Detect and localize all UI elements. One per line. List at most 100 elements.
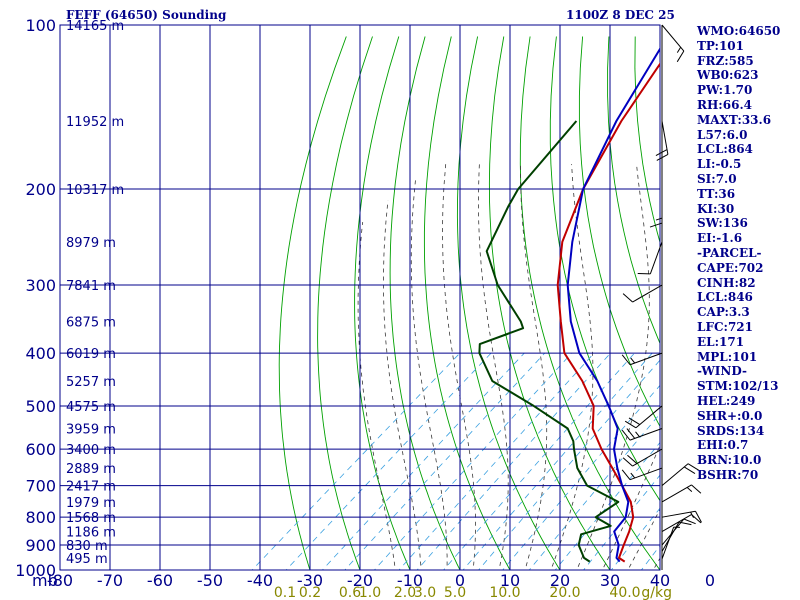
wind-barb — [622, 448, 663, 467]
wind-barb-feather — [624, 420, 637, 429]
wind-barb-shaft — [632, 284, 663, 303]
index-line: EHI:0.7 — [697, 438, 749, 453]
height-label: 3400 m — [66, 443, 116, 458]
mixing-ratio-line — [344, 352, 545, 570]
wind-barb-shaft — [632, 448, 663, 467]
wind-barb-feather — [628, 417, 641, 426]
temperature-tick-label: -60 — [147, 571, 173, 590]
index-line: LCL:864 — [697, 142, 753, 157]
background-lines — [251, 36, 660, 570]
wind-barb-shaft — [629, 428, 663, 441]
wind-barb-feather — [621, 354, 631, 366]
dewpoint-profile — [478, 120, 620, 563]
index-line: LCL:846 — [697, 290, 753, 305]
wind-barbs — [621, 24, 702, 570]
wind-barb-feather — [687, 463, 700, 471]
wind-barb — [661, 484, 702, 503]
mixing-ratio-label: 40.0 — [609, 585, 640, 600]
wind-barb-feather — [626, 428, 636, 439]
mixing-ratio-label: 0.2 — [299, 585, 321, 600]
height-label: 11952 m — [66, 115, 124, 130]
wind-barb-half-feather — [686, 487, 693, 492]
index-line: WB0:623 — [697, 68, 759, 83]
wind-barb-half-feather — [676, 46, 682, 53]
wind-barb-feather — [622, 293, 633, 303]
index-line: CAP:3.3 — [697, 305, 750, 320]
index-line: WMO:64650 — [697, 24, 781, 38]
temperature-tick-label: 20 — [550, 571, 570, 590]
moist-adiabat — [442, 164, 476, 570]
dry-adiabat — [578, 36, 660, 428]
temperature-tick-label: 10 — [500, 571, 520, 590]
temperature-tick-label: -40 — [247, 571, 273, 590]
wind-barb-feather — [621, 469, 631, 480]
mixing-ratio-label: 0.1 — [274, 585, 296, 600]
wind-barb-feather — [649, 222, 663, 228]
mixing-ratio-line — [321, 352, 525, 570]
wind-barb-shaft — [649, 241, 663, 274]
temperature-tick-label: 30 — [600, 571, 620, 590]
wind-barb-shaft — [661, 521, 680, 552]
chart-title: FEFF (64650) Sounding — [66, 8, 227, 22]
pressure-tick-label: 700 — [25, 477, 56, 496]
height-label: 14165 m — [66, 19, 124, 34]
index-line: HEL:249 — [697, 393, 756, 408]
wind-barb-feather — [695, 511, 702, 523]
dry-adiabat — [549, 36, 660, 502]
mixing-ratio-line — [398, 352, 595, 570]
wind-barb — [621, 352, 663, 366]
height-label: 2889 m — [66, 462, 116, 477]
wind-barb-shaft — [661, 463, 689, 486]
pressure-tick-label: 900 — [25, 536, 56, 555]
wind-barb-shaft — [661, 518, 685, 546]
temperature-tick-label: -80 — [47, 571, 73, 590]
mixing-ratio-label: 1.0 — [359, 585, 381, 600]
wind-barb — [622, 284, 663, 303]
moist-adiabat — [410, 176, 448, 570]
dry-adiabat — [354, 36, 411, 570]
pressure-tick-label: 200 — [25, 180, 56, 199]
wind-barb-half-feather — [630, 357, 636, 364]
mixing-ratio-label: 5.0 — [444, 585, 466, 600]
wind-barb-feather — [656, 154, 669, 161]
height-label: 1568 m — [66, 511, 116, 526]
index-line: SHR+:0.0 — [697, 408, 763, 423]
mixing-ratio-line — [528, 413, 660, 570]
wind-barb — [621, 467, 663, 481]
wind-barb — [655, 120, 669, 161]
temperature-tick-label: 0 — [705, 571, 715, 590]
mixing-ratio-label: 0.6 — [339, 585, 361, 600]
wind-barb-feather — [622, 457, 633, 467]
wind-barb-shaft — [629, 352, 663, 366]
wind-barb-feather — [691, 484, 702, 494]
moist-adiabat — [576, 164, 650, 570]
index-line: MAXT:33.6 — [697, 112, 772, 127]
wind-barb-shaft — [635, 405, 663, 429]
sounding-series — [478, 47, 660, 563]
mixing-ratio-label: 10.0 — [489, 585, 520, 600]
moist-adiabat — [520, 164, 548, 570]
wind-barb-half-feather — [690, 511, 695, 518]
index-line: PW:1.70 — [697, 83, 753, 98]
dry-adiabat — [389, 36, 461, 570]
index-line: L57:6.0 — [697, 127, 748, 142]
indices-panel: WMO:64650 TP:101 FRZ:585 WB0:623 PW:1.70 RH:6… — [697, 24, 800, 483]
mixing-ratio-unit: g/kg — [641, 585, 672, 600]
wind-barb-half-feather — [655, 217, 663, 221]
temperature-tick-label: 0 — [455, 571, 465, 590]
mixing-ratio-label: 2.0 — [394, 585, 416, 600]
mixing-ratio-line — [478, 359, 660, 570]
mixing-ratio-label: 3.0 — [414, 585, 436, 600]
pressure-tick-label: 500 — [25, 397, 56, 416]
temperature-tick-label: 40 — [650, 571, 670, 590]
pressure-unit-label: mb — [32, 571, 58, 590]
pressure-tick-label: 800 — [25, 508, 56, 527]
temperature-tick-label: -50 — [197, 571, 223, 590]
wind-barb — [661, 463, 700, 486]
mixing-ratio-line — [502, 384, 660, 570]
index-line: CINH:82 — [697, 275, 756, 290]
mixing-ratio-line — [416, 352, 611, 570]
pressure-tick-label: 400 — [25, 344, 56, 363]
wind-barb-feather — [621, 429, 631, 441]
wind-barb-feather — [627, 454, 638, 464]
